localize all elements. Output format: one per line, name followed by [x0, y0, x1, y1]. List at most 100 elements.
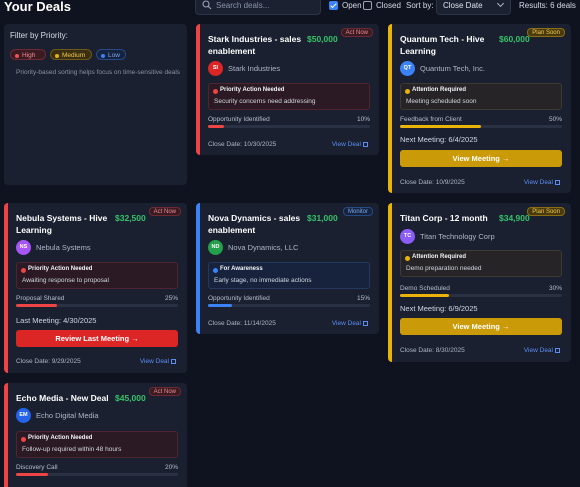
- alert-dot-icon: [21, 437, 26, 442]
- deal-amount: $31,000: [307, 213, 338, 223]
- deal-card: Titan Corp - 12 month $34,900 Plan Soon …: [388, 203, 571, 362]
- view-deal-link[interactable]: View Deal: [332, 320, 368, 327]
- deal-stage: Proposal Shared: [16, 295, 65, 302]
- search-box[interactable]: [195, 0, 321, 15]
- filter-title: Filter by Priority:: [10, 31, 68, 40]
- view-deal-label: View Deal: [331, 141, 361, 148]
- progress-fill: [400, 125, 481, 128]
- filter-chip-low[interactable]: Low: [96, 49, 126, 60]
- priority-badge: Plan Soon: [527, 207, 565, 216]
- alert-dot-icon: [213, 268, 218, 273]
- deal-stage: Opportunity Identified: [208, 295, 270, 302]
- deal-amount: $60,000: [499, 34, 530, 44]
- alert-box: Priority Action Needed Security concerns…: [208, 83, 370, 110]
- progress-track: [16, 304, 178, 307]
- alert-dot-icon: [405, 256, 410, 261]
- deal-title: Nebula Systems - Hive Learning: [16, 213, 108, 235]
- priority-badge: Act Now: [340, 28, 373, 37]
- deal-progress-pct: 15%: [356, 295, 370, 302]
- priority-bar: [388, 24, 392, 193]
- progress-track: [208, 304, 370, 307]
- alert-text: Awaiting response to proposal: [22, 277, 109, 284]
- alert-text: Meeting scheduled soon: [406, 98, 477, 105]
- deal-progress-pct: 20%: [164, 464, 178, 471]
- filter-chip-high[interactable]: High: [10, 49, 46, 60]
- priority-bar: [388, 203, 392, 362]
- view-meeting-button[interactable]: View Meeting →: [400, 150, 562, 167]
- view-meeting-button[interactable]: View Meeting →: [400, 318, 562, 335]
- meeting-date: Next Meeting: 6/9/2025: [400, 304, 478, 313]
- company-name: Titan Technology Corp: [420, 232, 495, 241]
- view-deal-link[interactable]: View Deal: [140, 358, 176, 365]
- chip-label: High: [22, 52, 36, 59]
- company-name: Quantum Tech, Inc.: [420, 64, 485, 73]
- deal-progress-pct: 30%: [548, 285, 562, 292]
- priority-badge: Act Now: [148, 207, 181, 216]
- open-label: Open: [342, 1, 362, 10]
- top-bar: Your Deals Open Closed Sort by: Close Da…: [0, 0, 580, 16]
- company-name: Nova Dynamics, LLC: [228, 243, 299, 252]
- progress-track: [208, 125, 370, 128]
- priority-bar: [196, 203, 200, 334]
- page-title: Your Deals: [4, 0, 71, 14]
- view-deal-label: View Deal: [523, 347, 553, 354]
- deal-card: Nebula Systems - Hive Learning $32,500 A…: [4, 203, 187, 373]
- results-count: Results: 6 deals: [519, 1, 576, 10]
- deal-amount: $50,000: [307, 34, 338, 44]
- view-deal-label: View Deal: [331, 320, 361, 327]
- meeting-date: Last Meeting: 4/30/2025: [16, 316, 97, 325]
- deal-title: Nova Dynamics - sales enablement: [208, 213, 301, 235]
- deal-amount: $45,000: [115, 393, 146, 403]
- priority-bar: [4, 383, 8, 487]
- sort-select[interactable]: Close Date: [436, 0, 511, 15]
- chevron-down-icon: [496, 0, 505, 8]
- avatar: NS: [16, 240, 31, 255]
- search-input[interactable]: [216, 0, 316, 12]
- view-deal-link[interactable]: View Deal: [524, 347, 560, 354]
- external-link-icon: [555, 179, 560, 185]
- deal-progress-pct: 10%: [356, 116, 370, 123]
- progress-fill: [208, 304, 233, 307]
- company-name: Nebula Systems: [36, 243, 91, 252]
- progress-fill: [16, 304, 57, 307]
- review-meeting-button[interactable]: Review Last Meeting →: [16, 330, 178, 347]
- priority-badge: Act Now: [148, 387, 181, 396]
- sort-label: Sort by:: [406, 1, 434, 10]
- close-date: Close Date: 9/29/2025: [16, 358, 81, 365]
- open-checkbox[interactable]: [329, 1, 338, 10]
- view-deal-link[interactable]: View Deal: [524, 179, 560, 186]
- external-link-icon: [363, 320, 368, 326]
- company-name: Stark Industries: [228, 64, 281, 73]
- external-link-icon: [555, 347, 560, 353]
- progress-track: [400, 294, 562, 297]
- avatar: QT: [400, 61, 415, 76]
- search-icon: [202, 0, 212, 10]
- progress-track: [16, 473, 178, 476]
- progress-track: [400, 125, 562, 128]
- filter-chip-medium[interactable]: Medium: [50, 49, 92, 60]
- alert-box: For Awareness Early stage, no immediate …: [208, 262, 370, 289]
- avatar: ND: [208, 240, 223, 255]
- alert-title: For Awareness: [220, 266, 263, 272]
- alert-title: Priority Action Needed: [220, 87, 285, 93]
- alert-title: Priority Action Needed: [28, 266, 93, 272]
- close-date: Close Date: 10/30/2025: [208, 141, 277, 148]
- progress-fill: [16, 473, 49, 476]
- alert-title: Attention Required: [412, 87, 466, 93]
- deal-title: Echo Media - New Deal: [16, 393, 109, 403]
- alert-text: Security concerns need addressing: [214, 98, 316, 105]
- progress-fill: [400, 294, 449, 297]
- progress-fill: [208, 125, 225, 128]
- deal-stage: Demo Scheduled: [400, 285, 450, 292]
- deal-title: Stark Industries - sales enablement: [208, 34, 302, 56]
- deal-progress-pct: 25%: [164, 295, 178, 302]
- deal-progress-pct: 50%: [548, 116, 562, 123]
- high-dot-icon: [15, 53, 19, 58]
- view-deal-link[interactable]: View Deal: [332, 141, 368, 148]
- filter-hint: Priority-based sorting helps focus on ti…: [16, 69, 181, 76]
- deal-card: Stark Industries - sales enablement $50,…: [196, 24, 379, 155]
- closed-checkbox[interactable]: [363, 1, 372, 10]
- deal-title: Quantum Tech - Hive Learning: [400, 34, 485, 56]
- alert-box: Priority Action Needed Awaiting response…: [16, 262, 178, 289]
- alert-title: Priority Action Needed: [28, 435, 93, 441]
